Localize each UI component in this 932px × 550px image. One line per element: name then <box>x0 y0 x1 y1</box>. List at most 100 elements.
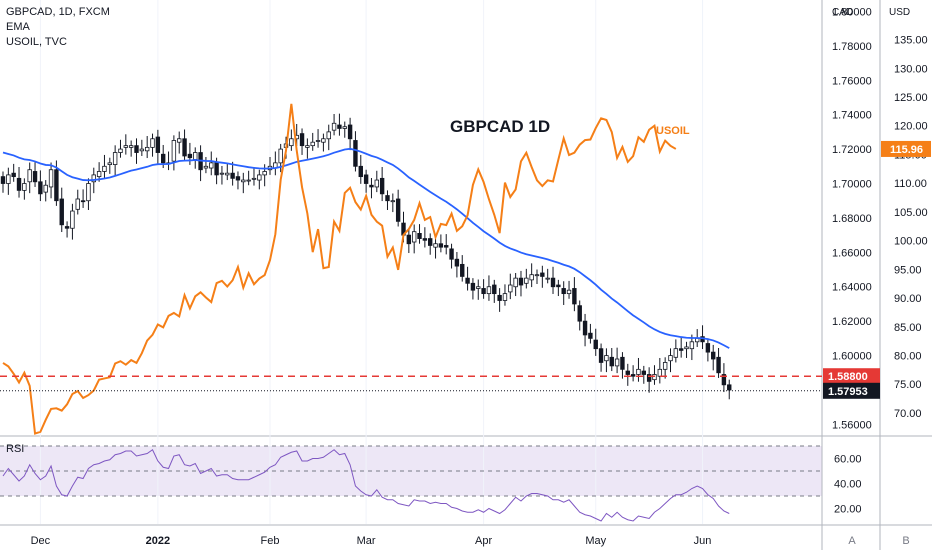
cad-tick-label: 1.56000 <box>832 419 872 431</box>
candle <box>102 154 107 179</box>
candle-down-body <box>460 263 465 277</box>
candle-down-body <box>705 343 711 353</box>
cad-tick-label: 1.74000 <box>832 110 872 122</box>
candle-up-body <box>96 171 102 178</box>
candle <box>444 234 449 255</box>
candle <box>609 348 614 372</box>
candle <box>86 178 91 211</box>
candle <box>433 236 438 259</box>
candle-up-body <box>27 169 32 183</box>
candle-down-body <box>497 294 502 301</box>
candle-down-body <box>609 356 614 367</box>
candle-down-body <box>347 124 353 140</box>
chart-title: GBPCAD 1D <box>450 117 550 136</box>
candle <box>625 363 630 386</box>
candle-down-body <box>417 233 422 239</box>
rsi-panel-label[interactable]: RSI <box>6 443 25 455</box>
candle <box>347 117 353 151</box>
candle-up-body <box>102 165 107 172</box>
candle <box>390 193 396 213</box>
legend-compare-symbol[interactable]: USOIL, TVC <box>6 36 67 48</box>
candle-down-body <box>358 165 363 178</box>
usoil-price-tag <box>881 140 931 157</box>
candle <box>513 272 518 297</box>
candle-down-body <box>492 284 497 295</box>
candle-down-body <box>363 174 369 184</box>
candle <box>502 284 508 306</box>
candle <box>64 221 70 238</box>
candle-up-body <box>86 183 91 202</box>
candle-up-body <box>566 289 572 295</box>
candle <box>497 288 502 312</box>
candle-down-body <box>449 248 454 260</box>
cad-tick-label: 1.78000 <box>832 41 872 53</box>
candle-up-body <box>529 274 534 281</box>
usoil-price-tag-label: 115.96 <box>890 144 923 156</box>
candle-up-body <box>203 165 209 169</box>
candle <box>518 270 524 297</box>
usoil-series-label: USOIL <box>656 125 690 137</box>
candle <box>22 178 27 200</box>
candle <box>379 166 385 202</box>
legend-symbol[interactable]: GBPCAD, 1D, FXCM <box>6 6 110 18</box>
candle-up-body <box>171 140 177 162</box>
candle-down-body <box>38 181 43 195</box>
candle <box>305 138 310 159</box>
usd-tick-label: 120.00 <box>894 121 928 133</box>
candle-up-body <box>486 286 492 295</box>
candle <box>16 166 22 198</box>
candle <box>342 121 347 138</box>
candle-up-body <box>321 138 326 143</box>
candle-up-body <box>390 200 396 203</box>
candle <box>652 365 657 385</box>
candle-down-body <box>572 288 577 305</box>
candle <box>374 170 379 193</box>
candle <box>11 163 16 182</box>
candle <box>144 136 150 159</box>
candle <box>155 129 161 164</box>
candle-down-body <box>54 169 59 202</box>
candle-up-body <box>433 243 438 248</box>
time-tick-label: Dec <box>31 535 51 547</box>
candle <box>598 343 604 372</box>
candle <box>438 234 444 253</box>
candle-down-body <box>550 277 556 288</box>
candle <box>32 162 38 187</box>
candle <box>529 263 534 288</box>
chart-legend: GBPCAD, 1D, FXCM EMA USOIL, TVC <box>6 5 110 50</box>
candle-down-body <box>481 288 486 295</box>
candle-down-body <box>160 153 166 164</box>
cad-tick-label: 1.70000 <box>832 179 872 191</box>
usd-tick-label: 105.00 <box>894 207 928 219</box>
candle-up-body <box>43 184 48 193</box>
cad-unit-label: CAD <box>832 7 853 18</box>
candle-down-body <box>716 356 721 374</box>
time-tick-label: May <box>585 535 606 547</box>
candle <box>177 131 182 154</box>
candle-up-body <box>246 179 251 182</box>
candle-down-body <box>470 282 476 291</box>
candle-down-body <box>577 305 582 322</box>
candle <box>251 166 257 186</box>
candle <box>657 357 663 384</box>
cad-tick-label: 1.62000 <box>832 316 872 328</box>
candle <box>118 139 123 158</box>
candle <box>27 162 32 194</box>
candle-up-body <box>241 179 246 183</box>
candle <box>588 323 593 344</box>
candle-down-body <box>64 226 70 229</box>
candle <box>321 133 326 152</box>
candle-down-body <box>385 195 390 202</box>
legend-indicator[interactable]: EMA <box>6 21 30 33</box>
candle-down-body <box>540 272 545 277</box>
candle <box>449 243 454 269</box>
candle-up-body <box>668 355 673 362</box>
candle <box>486 275 492 301</box>
candle <box>203 157 209 174</box>
candle <box>139 139 145 156</box>
candle <box>630 365 636 382</box>
ema-line <box>2 147 730 349</box>
candle-up-body <box>652 374 657 381</box>
